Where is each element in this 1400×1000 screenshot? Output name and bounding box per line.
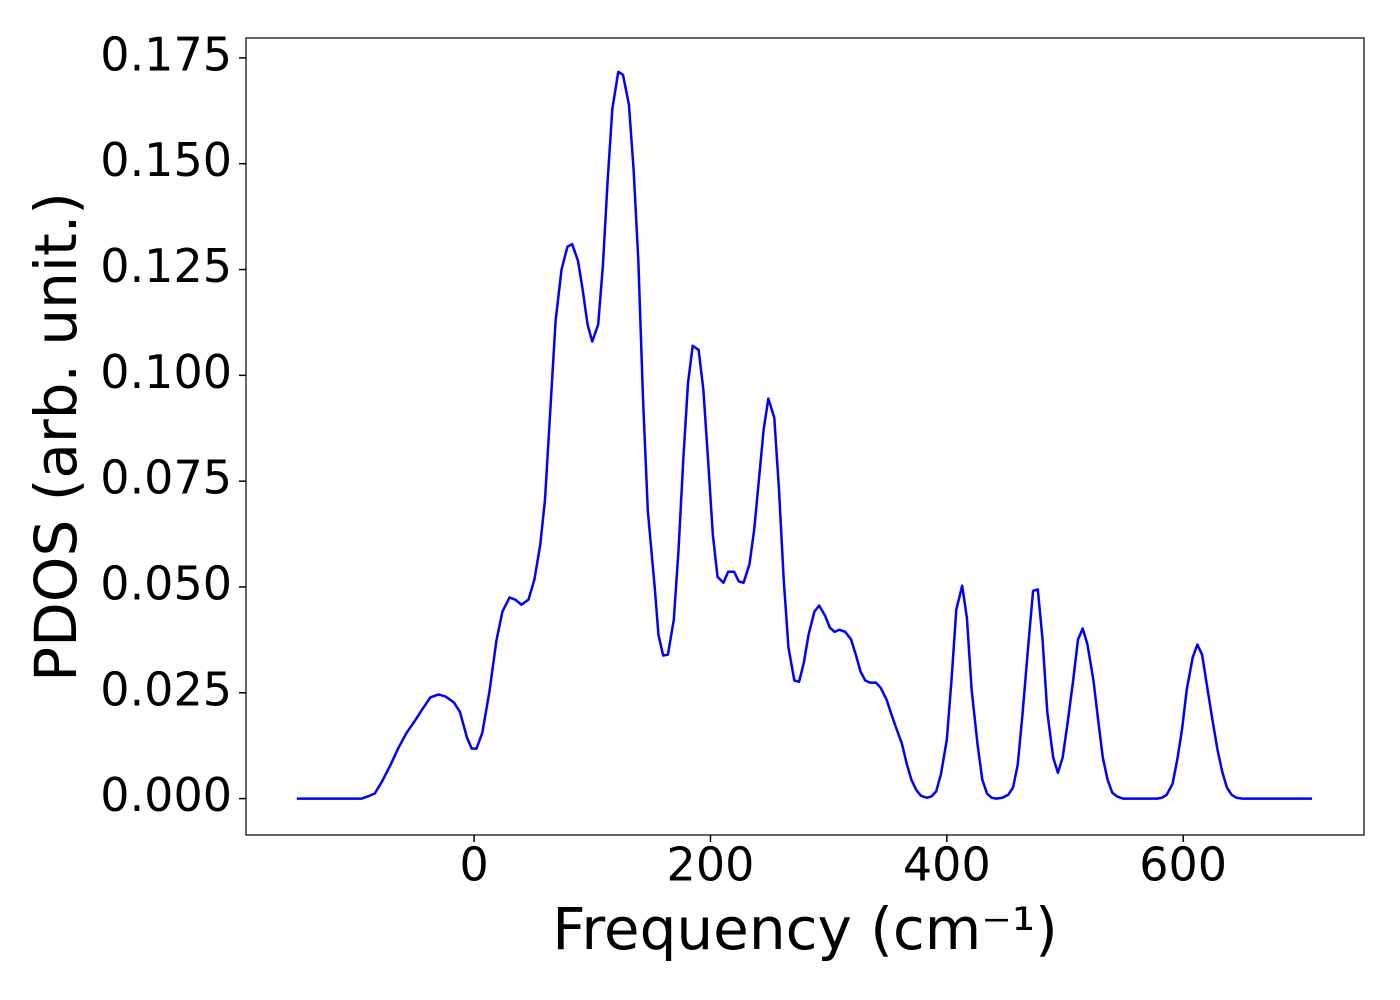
y-tick-label: 0.000 (100, 768, 232, 822)
y-axis-label: PDOS (arb. unit.) (22, 192, 90, 682)
line-series (296, 70, 1312, 800)
y-tick-label: 0.175 (100, 27, 232, 81)
y-tick-label: 0.025 (100, 662, 232, 716)
x-tick-label: 200 (667, 838, 755, 892)
x-tick-label: 600 (1139, 838, 1227, 892)
x-axis-label: Frequency (cm⁻¹) (552, 895, 1058, 963)
x-tick-label: 400 (903, 838, 991, 892)
y-tick-label: 0.150 (100, 133, 232, 187)
plot-frame (245, 37, 1365, 836)
y-tick-label: 0.125 (100, 239, 232, 293)
y-tick-label: 0.075 (100, 451, 232, 505)
x-tick-label: 0 (459, 838, 488, 892)
y-tick-label: 0.100 (100, 345, 232, 399)
y-tick-label: 0.050 (100, 556, 232, 610)
